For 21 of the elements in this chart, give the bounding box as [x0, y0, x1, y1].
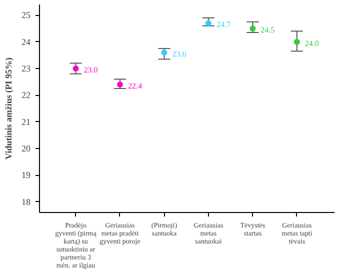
y-tick-label: 24 — [22, 36, 31, 47]
data-label: 24.0 — [304, 38, 319, 48]
y-tick-label: 18 — [22, 196, 31, 207]
point — [294, 38, 300, 45]
y-tick-label: 22 — [22, 90, 30, 100]
y-tick-label: 19 — [22, 170, 31, 180]
point — [72, 66, 79, 72]
data-label: 24.7 — [216, 20, 230, 30]
point — [205, 20, 212, 26]
data-label: 23.6 — [172, 50, 186, 58]
y-tick-label: 23 — [22, 64, 31, 74]
point — [161, 50, 168, 56]
y-axis-title: Vidutinis amžius (PI 95%) — [4, 58, 14, 160]
data-label: 22.4 — [128, 82, 142, 90]
data-label: 24.5 — [260, 26, 275, 34]
point — [250, 26, 256, 32]
point — [116, 82, 123, 88]
y-tick-label: 20 — [22, 144, 31, 154]
y-tick-label: 25 — [22, 10, 31, 20]
data-label: 23.0 — [84, 66, 98, 74]
y-tick-label: 21 — [22, 116, 30, 127]
